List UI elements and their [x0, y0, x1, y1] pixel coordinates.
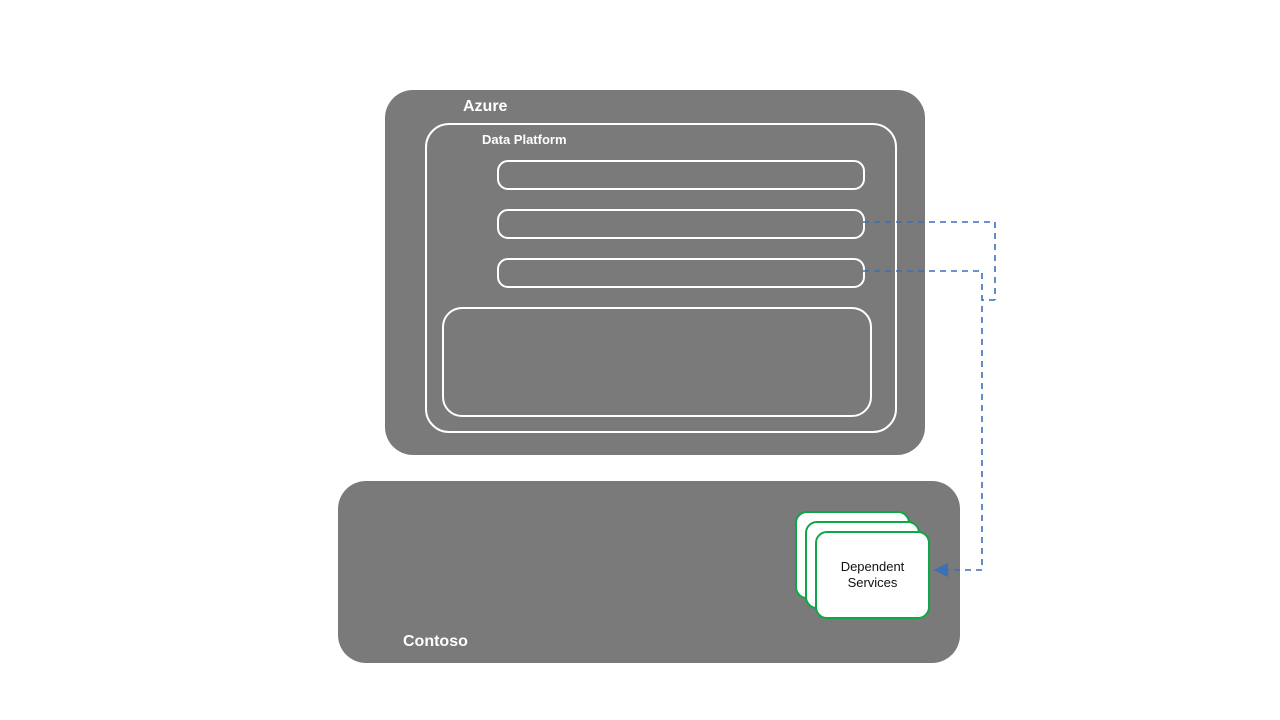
- data-platform-slot: [497, 258, 865, 288]
- contoso-label: Contoso: [403, 633, 468, 651]
- data-platform-large-slot: [442, 307, 872, 417]
- dependent-services-label-line2: Services: [848, 575, 898, 590]
- data-platform-label: Data Platform: [482, 132, 567, 147]
- contoso-container: Contoso Dependent Services: [338, 481, 960, 663]
- data-platform-slot: [497, 160, 865, 190]
- azure-label: Azure: [463, 98, 507, 116]
- data-platform-slot: [497, 209, 865, 239]
- stack-card-front: Dependent Services: [815, 531, 930, 619]
- dependent-services-label: Dependent Services: [841, 559, 905, 592]
- azure-container: Azure Data Platform: [385, 90, 925, 455]
- dependent-services-stack: Dependent Services: [795, 511, 935, 626]
- data-platform-box: Data Platform: [425, 123, 897, 433]
- dependent-services-label-line1: Dependent: [841, 559, 905, 574]
